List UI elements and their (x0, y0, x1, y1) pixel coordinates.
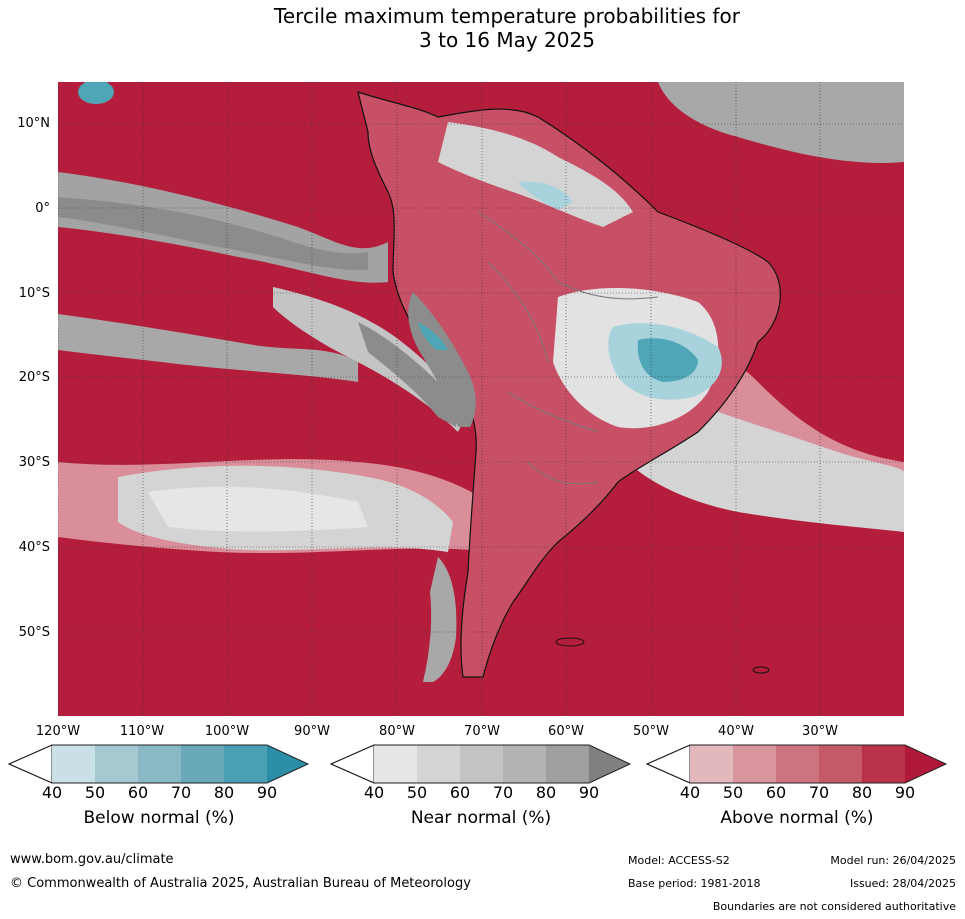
lat-label-30s: 30°S (18, 455, 50, 470)
copyright-text: © Commonwealth of Australia 2025, Austra… (10, 876, 471, 891)
lon-label-80w: 80°W (379, 724, 415, 739)
colorbar-segment (733, 745, 776, 783)
tick-label: 40 (363, 783, 385, 802)
lon-label-30w: 30°W (802, 724, 838, 739)
lon-label-70w: 70°W (464, 724, 500, 739)
colorbar-segment (181, 745, 224, 783)
colorbar-segment (819, 745, 862, 783)
tick-label: 80 (213, 783, 235, 802)
colorbar-segment (589, 745, 630, 783)
colorbar-segment (503, 745, 546, 783)
tick-label: 80 (535, 783, 557, 802)
below-normal-central-brazil-core (637, 338, 698, 382)
tick-label: 80 (851, 783, 873, 802)
near-normal-north-atlantic (658, 82, 904, 163)
below-normal-northeast-pacific (78, 82, 114, 104)
lat-label-10s: 10°S (18, 286, 50, 301)
tick-label: 50 (406, 783, 428, 802)
colorbar-above-title: Above normal (%) (720, 808, 874, 828)
below-normal-peru-andes (418, 322, 448, 350)
colorbar-segment (224, 745, 267, 783)
near-normal-northern-south-america (438, 122, 633, 227)
tick-label: 40 (679, 783, 701, 802)
lon-label-60w: 60°W (548, 724, 584, 739)
colorbar-segment (905, 745, 946, 783)
falkland-islands (555, 637, 585, 647)
near-normal-peru-offshore-dark (358, 322, 457, 427)
lat-label-20s: 20°S (18, 370, 50, 385)
base-period: Base period: 1981-2018 (628, 877, 761, 890)
model-name: Model: ACCESS-S2 (628, 854, 730, 867)
colorbar-segment (95, 745, 138, 783)
tick-label: 90 (256, 783, 278, 802)
tick-label: 90 (894, 783, 916, 802)
colorbar-below-normal (8, 744, 310, 784)
colorbar-segment (138, 745, 181, 783)
lon-label-40w: 40°W (718, 724, 754, 739)
tick-label: 60 (127, 783, 149, 802)
near-normal-patagonia-west (423, 557, 457, 682)
boundaries-disclaimer: Boundaries are not considered authoritat… (712, 900, 956, 913)
colorbar-segment (460, 745, 503, 783)
near-normal-central-andes (408, 292, 476, 427)
tick-label: 90 (578, 783, 600, 802)
map-title: Tercile maximum temperature probabilitie… (0, 4, 965, 52)
tick-label: 60 (449, 783, 471, 802)
colorbar-near-title: Near normal (%) (410, 808, 552, 828)
lat-label-0: 0° (35, 201, 50, 216)
lat-label-50s: 50°S (18, 625, 50, 640)
map-title-line1: Tercile maximum temperature probabilitie… (274, 4, 740, 28)
map-title-line2: 3 to 16 May 2025 (419, 28, 595, 52)
country-borders (477, 211, 659, 485)
tick-label: 40 (41, 783, 63, 802)
lon-label-50w: 50°W (633, 724, 669, 739)
colorbar-segment (776, 745, 819, 783)
issued-date: Issued: 28/04/2025 (849, 877, 956, 890)
near-normal-subtropical-pacific-light (148, 486, 368, 532)
lon-label-100w: 100°W (204, 724, 250, 739)
lat-label-40s: 40°S (18, 540, 50, 555)
lat-label-10n: 10°N (17, 116, 50, 131)
lon-label-110w: 110°W (119, 724, 165, 739)
website-link[interactable]: www.bom.gov.au/climate (10, 852, 174, 867)
model-run-date: Model run: 26/04/2025 (830, 854, 956, 867)
colorbar-segment (417, 745, 460, 783)
tick-label: 70 (808, 783, 830, 802)
near-normal-pacific-south (58, 314, 358, 382)
tick-label: 50 (722, 783, 744, 802)
below-normal-venezuela (518, 181, 573, 210)
colorbar-below-title: Below normal (%) (83, 808, 235, 828)
tick-label: 60 (765, 783, 787, 802)
graticule (58, 82, 904, 716)
near-normal-pacific-equator-dark (58, 197, 368, 271)
colorbar-segment (267, 745, 308, 783)
colorbar-segment (862, 745, 905, 783)
colorbar-segment (52, 745, 95, 783)
tick-label: 70 (170, 783, 192, 802)
probability-map (58, 82, 904, 716)
lon-label-120w: 120°W (35, 724, 81, 739)
tick-label: 50 (84, 783, 106, 802)
lon-label-90w: 90°W (294, 724, 330, 739)
south-georgia (752, 666, 770, 674)
colorbar-segment (690, 745, 733, 783)
colorbar-segment (546, 745, 589, 783)
colorbar-near-normal (330, 744, 632, 784)
colorbar-segment (374, 745, 417, 783)
colorbar-above-normal (646, 744, 948, 784)
tick-label: 70 (492, 783, 514, 802)
